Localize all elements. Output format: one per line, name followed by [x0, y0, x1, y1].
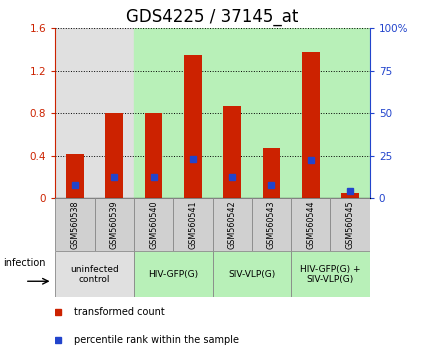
FancyBboxPatch shape [291, 251, 370, 297]
Bar [291, 28, 370, 198]
Text: GSM560538: GSM560538 [71, 200, 79, 249]
FancyBboxPatch shape [134, 198, 173, 251]
Bar [223, 106, 241, 198]
FancyBboxPatch shape [212, 198, 252, 251]
FancyBboxPatch shape [331, 198, 370, 251]
Text: SIV-VLP(G): SIV-VLP(G) [228, 270, 275, 279]
Bar [212, 28, 291, 198]
Text: percentile rank within the sample: percentile rank within the sample [74, 335, 239, 345]
Bar [105, 113, 123, 198]
Bar [341, 193, 359, 198]
Text: GSM560543: GSM560543 [267, 200, 276, 249]
FancyBboxPatch shape [212, 251, 291, 297]
Bar [263, 148, 280, 198]
Text: HIV-GFP(G): HIV-GFP(G) [148, 270, 198, 279]
Text: GSM560544: GSM560544 [306, 200, 315, 249]
Text: transformed count: transformed count [74, 307, 165, 316]
FancyBboxPatch shape [55, 251, 134, 297]
Text: GSM560542: GSM560542 [228, 200, 237, 249]
FancyBboxPatch shape [291, 198, 331, 251]
Bar [55, 28, 134, 198]
Title: GDS4225 / 37145_at: GDS4225 / 37145_at [126, 8, 299, 25]
Bar [302, 52, 320, 198]
Text: GSM560539: GSM560539 [110, 200, 119, 249]
Bar [134, 28, 212, 198]
FancyBboxPatch shape [94, 198, 134, 251]
Text: GSM560540: GSM560540 [149, 200, 158, 249]
Bar [184, 55, 202, 198]
Text: infection: infection [3, 258, 45, 268]
Text: HIV-GFP(G) +
SIV-VLP(G): HIV-GFP(G) + SIV-VLP(G) [300, 265, 361, 284]
FancyBboxPatch shape [134, 251, 212, 297]
Bar [144, 113, 162, 198]
Text: GSM560545: GSM560545 [346, 200, 354, 249]
FancyBboxPatch shape [173, 198, 212, 251]
Bar [66, 154, 84, 198]
FancyBboxPatch shape [55, 198, 94, 251]
FancyBboxPatch shape [252, 198, 291, 251]
Text: uninfected
control: uninfected control [70, 265, 119, 284]
Text: GSM560541: GSM560541 [188, 200, 197, 249]
